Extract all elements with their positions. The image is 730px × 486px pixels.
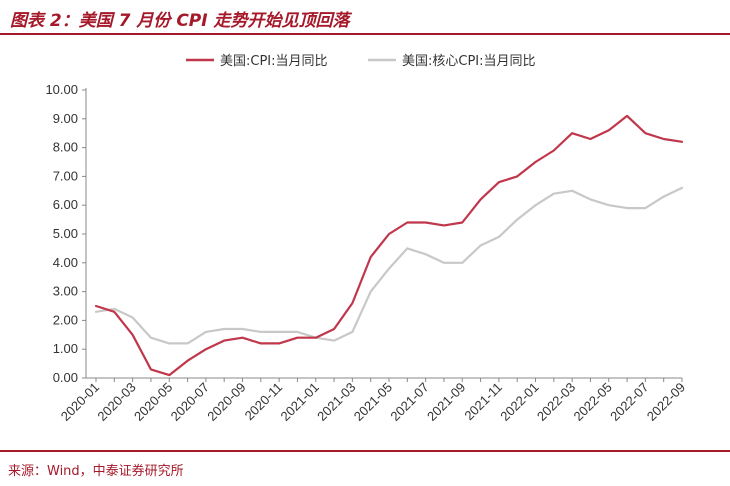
y-tick-label: 3.00	[53, 284, 78, 299]
chart-title: 图表 2：美国 7 月份 CPI 走势开始见顶回落	[10, 11, 350, 31]
series-line-core-cpi	[94, 186, 684, 345]
legend-item-cpi-label: 美国:CPI:当月同比	[220, 54, 328, 69]
footer-divider	[0, 450, 730, 452]
x-tick-label: 2020-03	[94, 380, 138, 424]
y-tick-label: 8.00	[53, 140, 78, 155]
legend-item-core-cpi-label: 美国:核心CPI:当月同比	[402, 54, 536, 69]
y-tick-label: 7.00	[53, 168, 78, 183]
x-tick-label: 2021-11	[461, 380, 505, 424]
x-tick-label: 2020-05	[131, 380, 175, 424]
x-tick-label: 2021-05	[351, 380, 395, 424]
source-note: 来源：Wind，中泰证券研究所	[8, 464, 184, 479]
x-tick-label: 2022-03	[534, 380, 578, 424]
x-tick-label: 2020-09	[204, 380, 248, 424]
title-divider	[0, 33, 730, 35]
y-tick-label: 9.00	[53, 111, 78, 126]
y-tick-label: 6.00	[53, 197, 78, 212]
x-tick-label: 2021-07	[387, 380, 431, 424]
x-tick-label: 2022-09	[644, 380, 688, 424]
x-tick-label: 2022-05	[571, 380, 615, 424]
y-tick-label: 5.00	[53, 226, 78, 241]
y-tick-label: 0.00	[53, 370, 78, 385]
series-line-cpi	[94, 114, 684, 377]
x-tick-label: 2020-11	[242, 380, 286, 424]
x-tick-label: 2020-01	[58, 380, 102, 424]
x-tick-label: 2020-07	[168, 380, 212, 424]
x-tick-label: 2021-01	[278, 380, 322, 424]
y-tick-label: 1.00	[53, 341, 78, 356]
y-tick-label: 2.00	[53, 312, 78, 327]
y-tick-label: 10.00	[45, 82, 78, 97]
x-tick-label: 2022-07	[607, 380, 651, 424]
x-tick-label: 2022-01	[497, 380, 541, 424]
y-tick-label: 4.00	[53, 255, 78, 270]
x-tick-label: 2021-03	[314, 380, 358, 424]
x-tick-label: 2021-09	[424, 380, 468, 424]
